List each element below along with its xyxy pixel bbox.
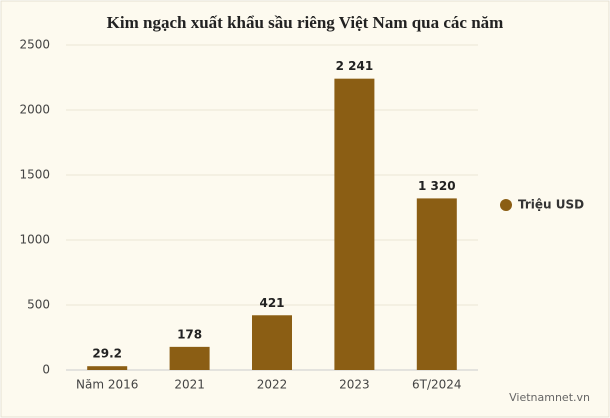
y-tick-label: 1500 xyxy=(19,168,50,182)
bar xyxy=(416,198,457,370)
value-label: 421 xyxy=(259,296,284,310)
y-tick-label: 500 xyxy=(27,298,50,312)
x-tick-label: 2021 xyxy=(174,378,205,392)
x-tick-label: 2023 xyxy=(339,378,370,392)
y-tick-label: 2500 xyxy=(19,38,50,52)
x-tick-label: 2022 xyxy=(257,378,288,392)
legend-label: Triệu USD xyxy=(518,198,584,212)
bar xyxy=(169,346,210,370)
value-label: 178 xyxy=(177,327,202,341)
value-label: 1 320 xyxy=(418,179,456,193)
source: Vietnamnet.vn xyxy=(509,391,590,404)
y-tick-label: 0 xyxy=(42,363,50,377)
y-tick-label: 2000 xyxy=(19,103,50,117)
bar xyxy=(334,78,375,371)
bar xyxy=(87,366,128,370)
bar xyxy=(252,315,292,370)
x-tick-label: 6T/2024 xyxy=(412,378,462,392)
value-label: 29.2 xyxy=(92,347,122,361)
chart-title: Kim ngạch xuất khẩu sầu riêng Việt Nam q… xyxy=(107,13,504,32)
value-label: 2 241 xyxy=(336,59,374,73)
y-tick-label: 1000 xyxy=(19,233,50,247)
legend-marker xyxy=(500,199,512,211)
x-tick-label: Năm 2016 xyxy=(76,378,138,392)
